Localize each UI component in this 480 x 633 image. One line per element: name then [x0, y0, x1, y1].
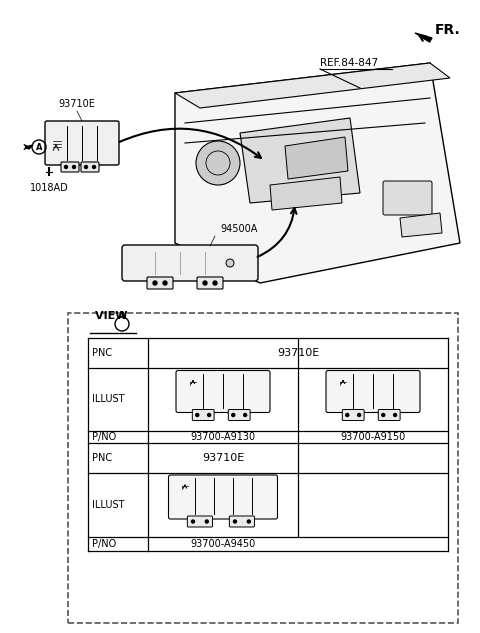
FancyBboxPatch shape	[122, 245, 258, 281]
FancyBboxPatch shape	[147, 277, 173, 289]
Circle shape	[346, 413, 349, 417]
Circle shape	[93, 165, 96, 168]
Circle shape	[244, 413, 247, 417]
Polygon shape	[240, 118, 360, 203]
Polygon shape	[415, 33, 432, 41]
Polygon shape	[175, 63, 450, 108]
Text: FR.: FR.	[435, 23, 461, 37]
Text: 93700-A9130: 93700-A9130	[191, 432, 255, 442]
FancyBboxPatch shape	[378, 410, 400, 420]
Text: ILLUST: ILLUST	[92, 500, 124, 510]
Circle shape	[203, 281, 207, 285]
FancyBboxPatch shape	[192, 410, 214, 420]
Circle shape	[163, 281, 167, 285]
Circle shape	[232, 413, 235, 417]
Text: 1018AD: 1018AD	[30, 183, 68, 193]
Polygon shape	[25, 145, 33, 149]
Text: 93710E: 93710E	[59, 99, 96, 109]
Circle shape	[192, 520, 194, 523]
FancyBboxPatch shape	[61, 162, 79, 172]
Text: 93700-A9150: 93700-A9150	[340, 432, 406, 442]
Text: REF.84-847: REF.84-847	[320, 58, 378, 68]
Circle shape	[153, 281, 157, 285]
Text: PNC: PNC	[92, 348, 112, 358]
Circle shape	[358, 413, 360, 417]
Polygon shape	[175, 63, 460, 283]
Circle shape	[196, 413, 199, 417]
Text: P/NO: P/NO	[92, 539, 116, 549]
FancyBboxPatch shape	[187, 516, 213, 527]
FancyBboxPatch shape	[45, 121, 119, 165]
Circle shape	[233, 520, 237, 523]
Circle shape	[64, 165, 68, 168]
Text: A: A	[118, 311, 126, 321]
Text: ILLUST: ILLUST	[92, 394, 124, 404]
Text: 93710E: 93710E	[202, 453, 244, 463]
Circle shape	[205, 520, 208, 523]
Circle shape	[394, 413, 396, 417]
Circle shape	[196, 141, 240, 185]
Polygon shape	[400, 213, 442, 237]
Text: 93710E: 93710E	[277, 348, 319, 358]
Text: PNC: PNC	[92, 453, 112, 463]
Text: VIEW: VIEW	[95, 311, 135, 321]
FancyBboxPatch shape	[383, 181, 432, 215]
FancyBboxPatch shape	[176, 370, 270, 413]
Text: P/NO: P/NO	[92, 432, 116, 442]
Text: A: A	[36, 142, 42, 151]
FancyBboxPatch shape	[81, 162, 99, 172]
FancyBboxPatch shape	[168, 475, 277, 519]
FancyBboxPatch shape	[326, 370, 420, 413]
FancyBboxPatch shape	[228, 410, 250, 420]
Circle shape	[84, 165, 87, 168]
FancyBboxPatch shape	[68, 313, 458, 623]
Circle shape	[247, 520, 251, 523]
Polygon shape	[270, 177, 342, 210]
Circle shape	[382, 413, 385, 417]
FancyBboxPatch shape	[197, 277, 223, 289]
Text: 93700-A9450: 93700-A9450	[191, 539, 256, 549]
FancyBboxPatch shape	[342, 410, 364, 420]
Circle shape	[72, 165, 75, 168]
Text: 94500A: 94500A	[220, 224, 257, 234]
Circle shape	[226, 259, 234, 267]
Polygon shape	[285, 137, 348, 179]
Circle shape	[213, 281, 217, 285]
FancyBboxPatch shape	[229, 516, 254, 527]
Circle shape	[208, 413, 211, 417]
